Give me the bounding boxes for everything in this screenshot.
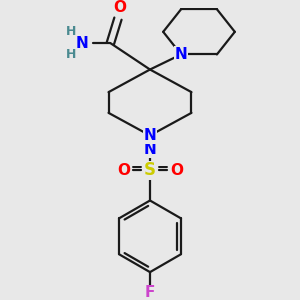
Text: F: F <box>145 285 155 300</box>
Text: N: N <box>144 128 156 143</box>
Text: S: S <box>144 161 156 179</box>
Text: N: N <box>175 47 188 62</box>
Text: O: O <box>113 0 126 15</box>
Text: N: N <box>144 142 156 157</box>
Text: H: H <box>66 25 76 38</box>
Text: N: N <box>76 36 88 51</box>
Text: H: H <box>66 48 76 61</box>
Text: O: O <box>170 163 183 178</box>
Text: O: O <box>117 163 130 178</box>
